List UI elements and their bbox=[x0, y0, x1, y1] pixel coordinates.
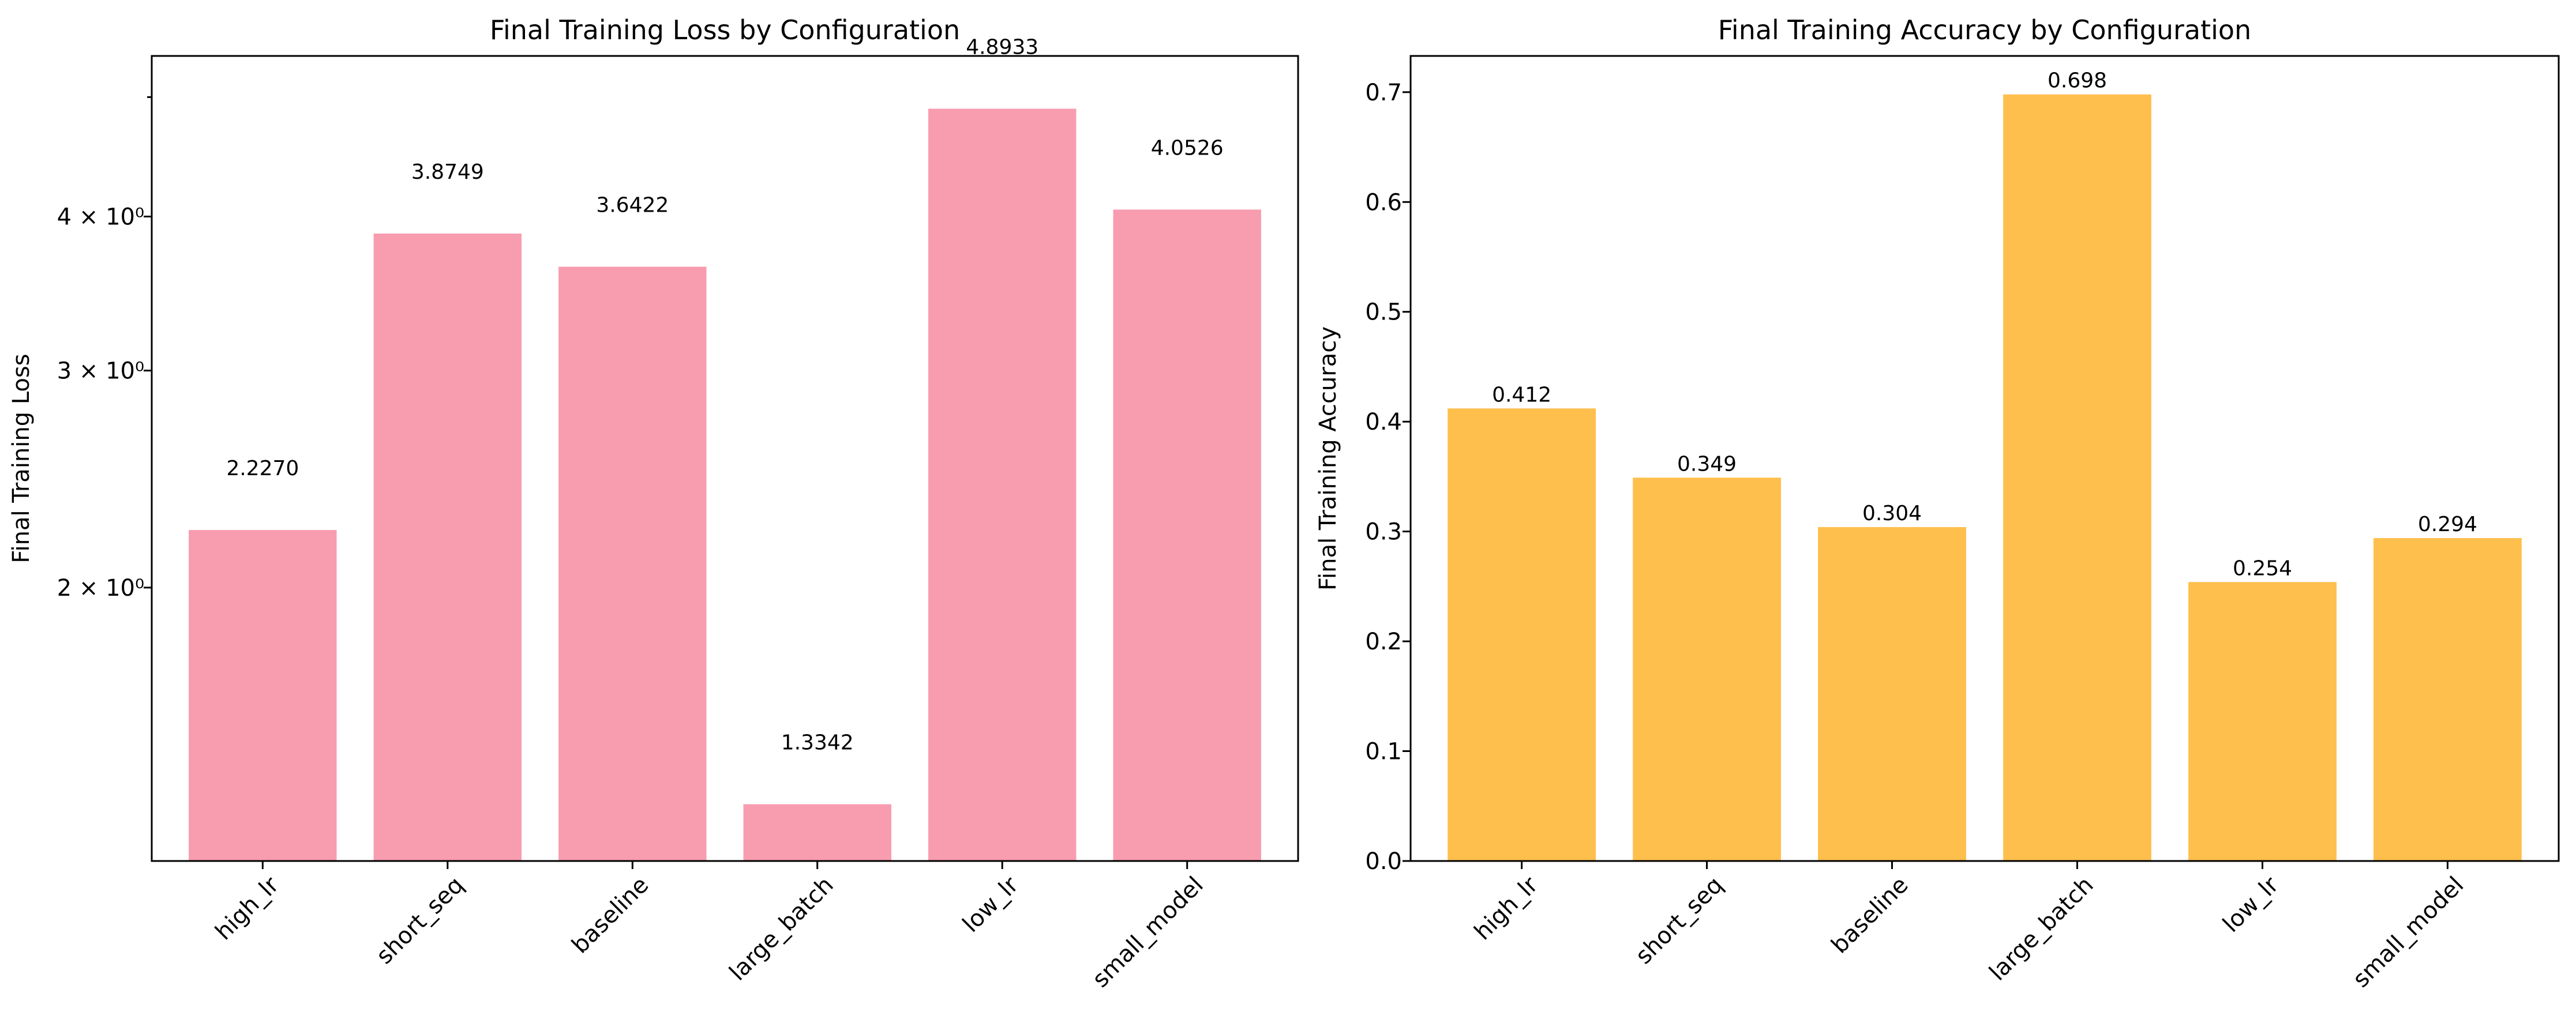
y-tick-label: 0.7 bbox=[1365, 80, 1402, 106]
bar-small-model bbox=[1113, 209, 1261, 861]
bar-large-batch bbox=[743, 804, 891, 861]
data-label: 0.698 bbox=[2048, 69, 2107, 93]
x-tick-label: short_seq bbox=[371, 872, 468, 969]
accuracy-chart: 0.412 0.349 0.304 0.698 0.254 0.294 0.0 0.1 0.2 0… bbox=[1315, 14, 2560, 993]
data-label: 4.0526 bbox=[1151, 136, 1224, 160]
y-axis-label: Final Training Accuracy bbox=[1315, 326, 1341, 591]
y-tick-label: 0.6 bbox=[1365, 189, 1402, 216]
chart-title: Final Training Accuracy by Configuration bbox=[1718, 14, 2251, 46]
x-tick-label: baseline bbox=[567, 872, 654, 959]
y-tick-label: 2 × 10⁰ bbox=[57, 575, 144, 601]
x-tick-label: large_batch bbox=[1984, 872, 2098, 986]
data-label: 3.6422 bbox=[596, 194, 669, 217]
y-tick-label: 3 × 10⁰ bbox=[57, 358, 144, 385]
data-label: 1.3342 bbox=[781, 731, 854, 755]
data-label: 3.8749 bbox=[411, 160, 484, 184]
bar-high-lr bbox=[1448, 408, 1596, 861]
bar-baseline bbox=[558, 266, 707, 861]
bar-high-lr bbox=[189, 530, 337, 861]
y-tick-label: 4 × 10⁰ bbox=[57, 204, 144, 231]
y-tick-label: 0.1 bbox=[1365, 739, 1402, 765]
data-label: 0.304 bbox=[1862, 502, 1922, 525]
axes-frame bbox=[1409, 55, 2560, 862]
chart-title: Final Training Loss by Configuration bbox=[490, 14, 960, 46]
data-label: 0.254 bbox=[2233, 556, 2292, 580]
data-label: 0.412 bbox=[1492, 383, 1551, 407]
data-label: 0.349 bbox=[1677, 452, 1737, 476]
y-tick-label: 0.2 bbox=[1365, 629, 1402, 655]
x-tick-label: small_model bbox=[2348, 872, 2469, 993]
x-tick-label: small_model bbox=[1088, 872, 1209, 993]
y-tick-label: 0.3 bbox=[1365, 519, 1402, 546]
bar-short-seq bbox=[1633, 477, 1781, 861]
y-tick-label: 0.4 bbox=[1365, 409, 1402, 435]
data-label: 0.294 bbox=[2418, 513, 2477, 536]
x-tick-label: baseline bbox=[1827, 872, 1914, 959]
bar-short-seq bbox=[373, 234, 522, 861]
data-label: 2.2270 bbox=[226, 457, 299, 480]
bar-large-batch bbox=[2003, 94, 2151, 862]
axes-frame bbox=[151, 55, 1299, 862]
bar-low-lr bbox=[928, 108, 1077, 861]
y-tick-label: 0.5 bbox=[1365, 299, 1402, 326]
x-tick-label: high_lr bbox=[1469, 871, 1543, 945]
x-tick-label: short_seq bbox=[1630, 872, 1728, 969]
bar-baseline bbox=[1818, 527, 1966, 861]
x-tick-label: low_lr bbox=[2218, 871, 2284, 938]
x-tick-label: large_batch bbox=[725, 872, 839, 986]
x-tick-label: low_lr bbox=[958, 871, 1024, 938]
x-tick-label: high_lr bbox=[211, 871, 284, 945]
bar-low-lr bbox=[2188, 582, 2337, 861]
y-tick-label: 0.0 bbox=[1365, 848, 1402, 875]
y-axis-label: Final Training Loss bbox=[8, 354, 35, 563]
bar-small-model bbox=[2373, 538, 2522, 861]
